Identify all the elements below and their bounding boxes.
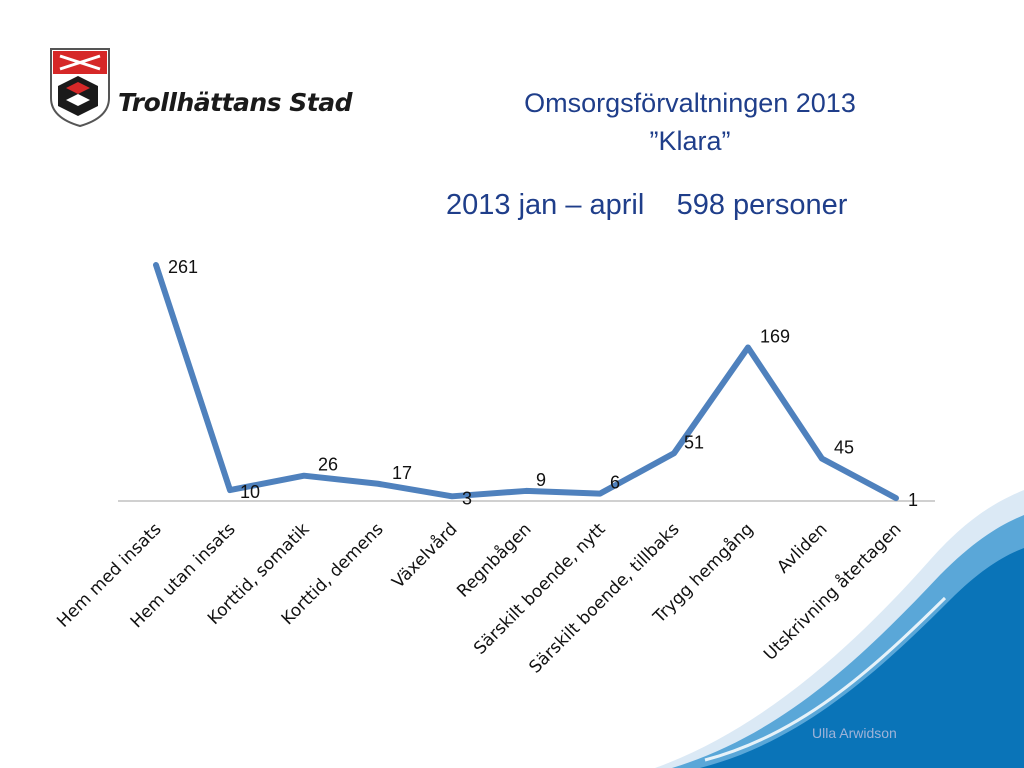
data-label: 6 bbox=[610, 473, 620, 493]
period-label: 2013 jan – april bbox=[446, 189, 645, 221]
x-tick-label: Avliden bbox=[773, 519, 831, 577]
total-label: 598 personer bbox=[676, 189, 848, 221]
data-label: 261 bbox=[168, 257, 198, 277]
x-tick-label: Särskilt boende, nytt bbox=[470, 519, 610, 659]
logo: Trollhättans Stad bbox=[48, 46, 358, 128]
data-label: 169 bbox=[760, 326, 790, 346]
coat-of-arms-icon bbox=[50, 48, 110, 128]
data-label: 51 bbox=[684, 432, 704, 452]
subtitle: 2013 jan – april 598 personer bbox=[446, 189, 847, 222]
data-label: 26 bbox=[318, 455, 338, 475]
data-label: 17 bbox=[392, 463, 412, 483]
data-label: 9 bbox=[536, 470, 546, 490]
x-tick-label: Utskrivning återtagen bbox=[759, 519, 905, 665]
data-labels: 261 10 26 17 3 9 6 51 169 45 1 bbox=[168, 257, 918, 510]
author-credit: Ulla Arwidson bbox=[812, 725, 897, 741]
x-tick-label: Särskilt boende, tillbaks bbox=[525, 519, 683, 677]
data-label: 1 bbox=[908, 490, 918, 510]
data-label: 3 bbox=[462, 488, 472, 508]
x-tick-label: Regnbågen bbox=[453, 519, 536, 602]
x-tick-label: Växelvård bbox=[388, 519, 462, 593]
title-line-2: ”Klara” bbox=[649, 126, 731, 156]
series-line bbox=[153, 262, 899, 502]
data-label: 45 bbox=[834, 438, 854, 458]
data-label: 10 bbox=[240, 482, 260, 502]
org-name: Trollhättans Stad bbox=[118, 88, 353, 117]
slide-title: Omsorgsförvaltningen 2013 ”Klara” bbox=[440, 84, 940, 160]
title-line-1: Omsorgsförvaltningen 2013 bbox=[524, 88, 856, 118]
